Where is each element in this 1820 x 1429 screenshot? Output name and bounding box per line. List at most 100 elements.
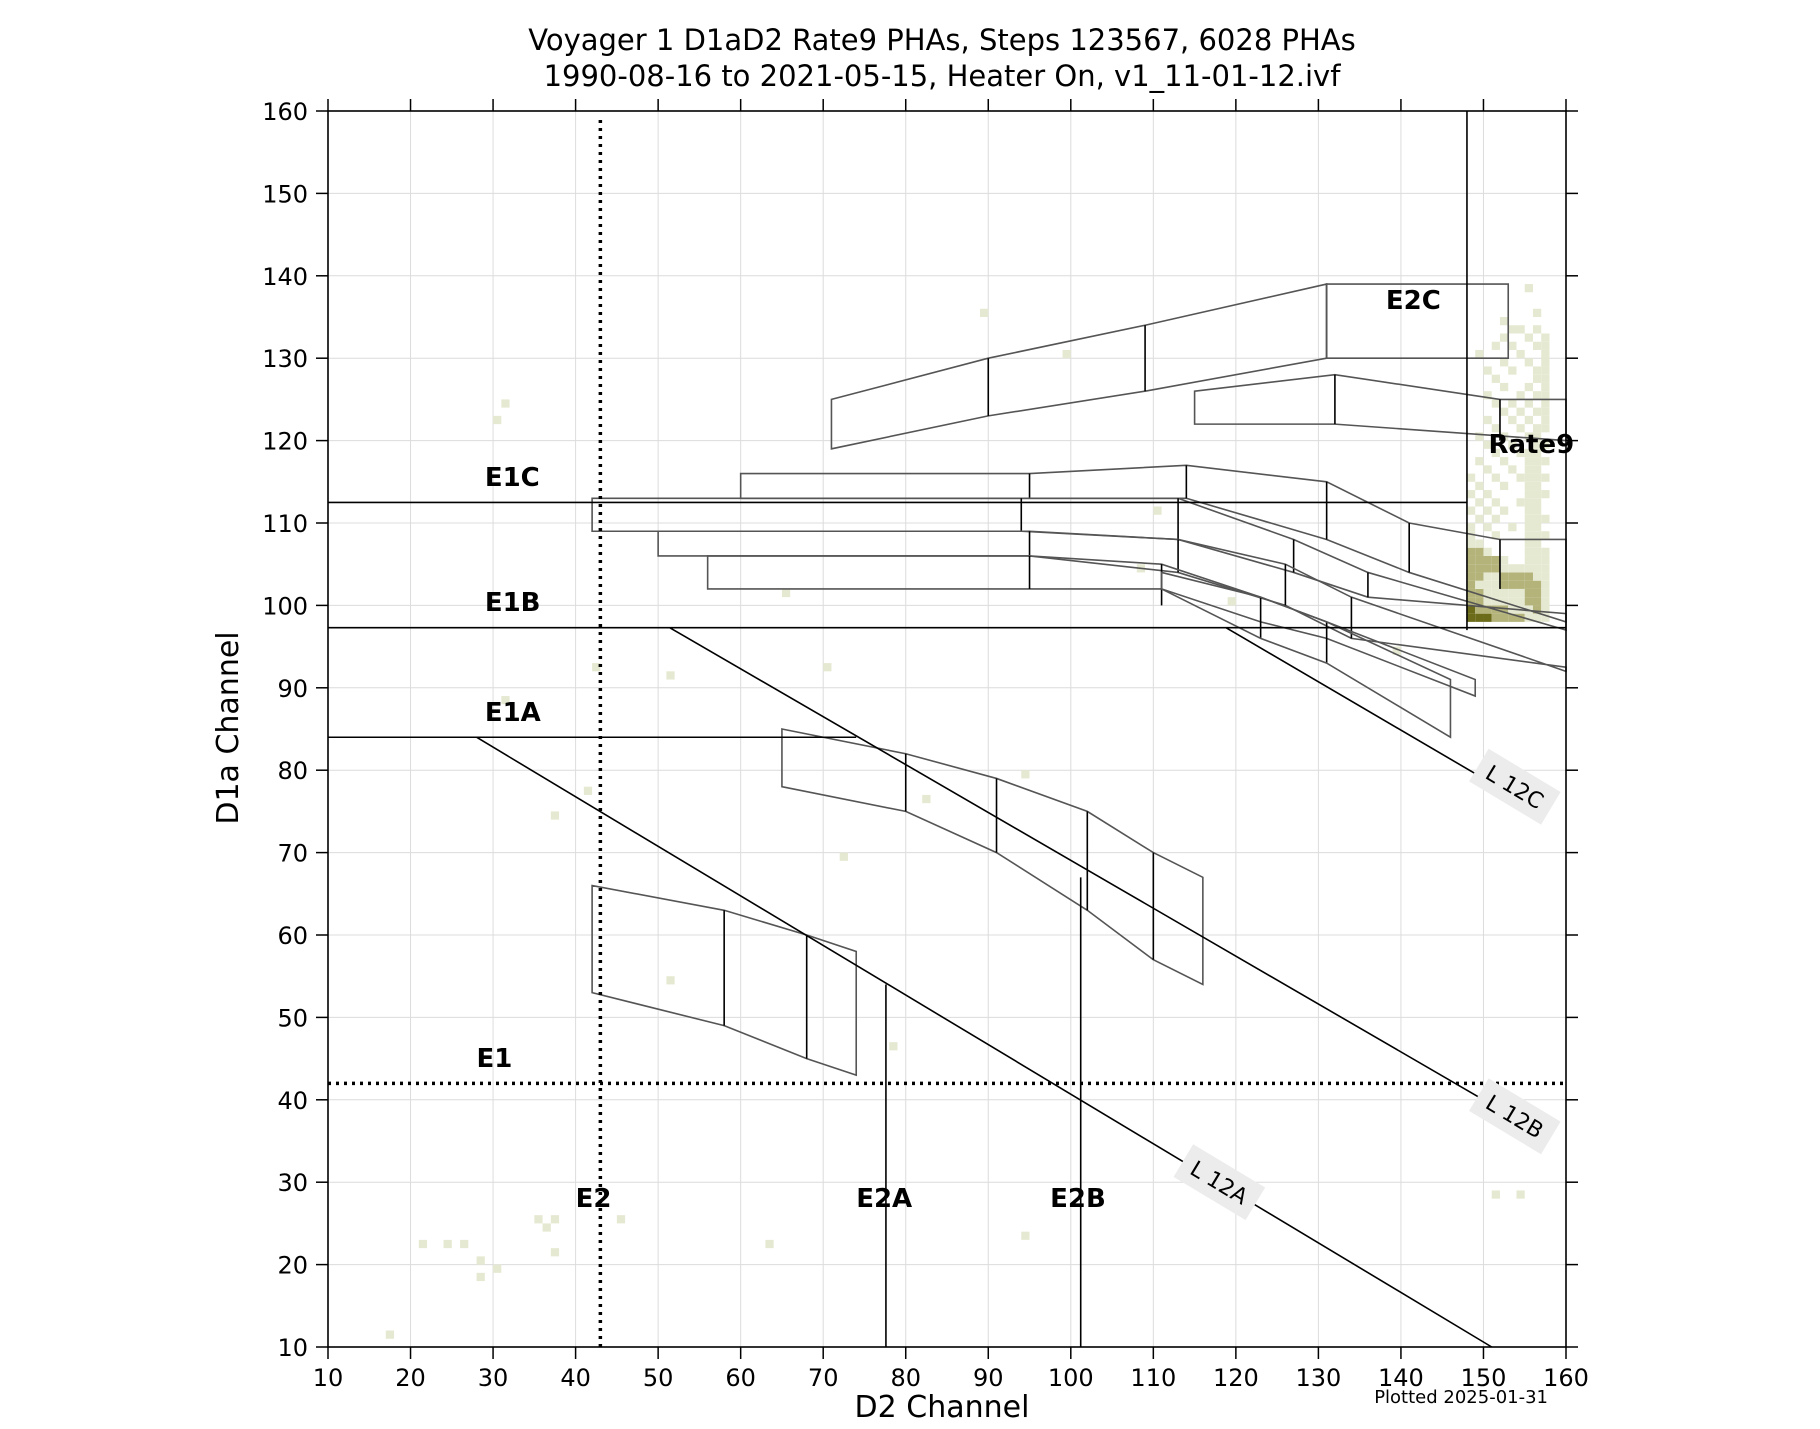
density-cell xyxy=(922,794,931,804)
density-cell xyxy=(1541,457,1550,466)
density-cell xyxy=(1475,605,1484,614)
density-cell xyxy=(1508,572,1517,581)
density-cell xyxy=(1475,481,1484,491)
density-cell xyxy=(1524,523,1533,532)
density-cell xyxy=(1392,646,1401,655)
density-cell xyxy=(1524,457,1533,466)
density-cell xyxy=(1516,613,1525,622)
density-cell xyxy=(1516,407,1525,416)
label-Rate9: Rate9 xyxy=(1488,430,1574,460)
density-cell xyxy=(1499,564,1509,573)
density-cell xyxy=(550,811,560,820)
density-cell xyxy=(1483,555,1492,565)
chart-title: Voyager 1 D1aD2 Rate9 PHAs, Steps 123567… xyxy=(528,23,1355,57)
density-cell xyxy=(583,786,593,795)
x-tick-label: 30 xyxy=(478,1364,509,1392)
density-cell xyxy=(1499,555,1509,565)
density-cell xyxy=(1466,597,1476,606)
density-cell xyxy=(1516,498,1525,507)
density-cell xyxy=(1524,555,1533,565)
density-cell xyxy=(1532,572,1542,581)
density-cell xyxy=(385,1330,395,1339)
density-cell xyxy=(1532,555,1542,565)
x-tick-label: 100 xyxy=(1048,1364,1094,1392)
density-cell xyxy=(493,415,502,425)
density-cell xyxy=(501,399,510,408)
density-cell xyxy=(1541,514,1550,523)
density-cell xyxy=(1508,588,1517,598)
x-tick-label: 50 xyxy=(643,1364,674,1392)
box-E1-box xyxy=(591,884,858,1077)
density-cell xyxy=(1508,597,1517,606)
density-cell xyxy=(1541,613,1550,622)
density-cell xyxy=(1499,588,1509,598)
density-cell xyxy=(1499,572,1509,581)
y-tick-label: 120 xyxy=(262,428,308,456)
density-cell xyxy=(1491,531,1500,540)
density-cell xyxy=(1516,325,1525,334)
x-tick-label: 60 xyxy=(725,1364,756,1392)
density-cell xyxy=(1516,564,1525,573)
density-cell xyxy=(1516,424,1525,433)
density-cell xyxy=(1524,498,1533,507)
density-cell xyxy=(1524,358,1533,367)
density-cell xyxy=(1508,415,1517,425)
density-cell xyxy=(1532,366,1542,375)
label-background xyxy=(1469,1078,1561,1155)
x-tick-label: 130 xyxy=(1295,1364,1341,1392)
plot-frame xyxy=(327,110,1567,1348)
x-tick-label: 150 xyxy=(1461,1364,1507,1392)
density-cell xyxy=(1532,448,1542,458)
density-cell xyxy=(1483,580,1492,589)
density-cell xyxy=(1466,613,1476,622)
y-tick-label: 60 xyxy=(277,922,308,950)
density-cell xyxy=(1541,333,1550,342)
density-cell xyxy=(1483,523,1492,532)
density-cell xyxy=(592,663,601,672)
label-background xyxy=(1173,1144,1266,1221)
density-cell xyxy=(765,1239,774,1249)
density-cell xyxy=(1541,473,1550,482)
density-cell xyxy=(1499,580,1509,589)
density-cell xyxy=(1532,490,1542,499)
density-cell xyxy=(1466,580,1476,589)
box-E1B-strip xyxy=(657,530,1567,673)
density-cell xyxy=(823,663,832,672)
density-cell xyxy=(1524,415,1533,425)
diagonal-label-L-12A: L 12A xyxy=(1173,1144,1266,1221)
density-cell xyxy=(1532,308,1542,317)
density-cell xyxy=(1508,341,1517,350)
density-cell xyxy=(1499,317,1509,326)
density-cell xyxy=(1532,605,1542,614)
density-cell xyxy=(781,588,791,598)
density-cell xyxy=(1541,588,1550,598)
density-cell xyxy=(1491,572,1500,581)
density-cell xyxy=(1516,1190,1525,1199)
density-cell xyxy=(1508,440,1517,449)
density-cell xyxy=(1475,580,1484,589)
x-tick-label: 110 xyxy=(1130,1364,1176,1392)
density-cell xyxy=(1491,514,1500,523)
density-cell xyxy=(1516,580,1525,589)
density-cell xyxy=(1532,325,1542,334)
density-cell xyxy=(1483,547,1492,556)
density-cell xyxy=(1508,523,1517,532)
density-cell xyxy=(1466,588,1476,598)
axis-ticks: 10 20 30 40 50 60 70 80 90 100 110 120 130 140 150 160 1… xyxy=(262,98,1589,1392)
density-cell xyxy=(1524,473,1533,482)
plot-border xyxy=(327,110,1567,1348)
box-E2C-rect xyxy=(1325,283,1510,360)
label-E1A: E1A xyxy=(485,698,541,728)
density-cell xyxy=(1508,580,1517,589)
density-cell xyxy=(1524,465,1533,474)
density-cell xyxy=(1516,448,1525,458)
density-cell xyxy=(1524,564,1533,573)
density-cell xyxy=(1516,597,1525,606)
density-cell xyxy=(1541,358,1550,367)
density-cell xyxy=(1541,349,1550,359)
label-E2A: E2A xyxy=(856,1184,912,1214)
diagonal-line-L-12B xyxy=(669,626,1484,1101)
density-cell xyxy=(1524,399,1533,408)
density-cell xyxy=(1483,465,1492,474)
